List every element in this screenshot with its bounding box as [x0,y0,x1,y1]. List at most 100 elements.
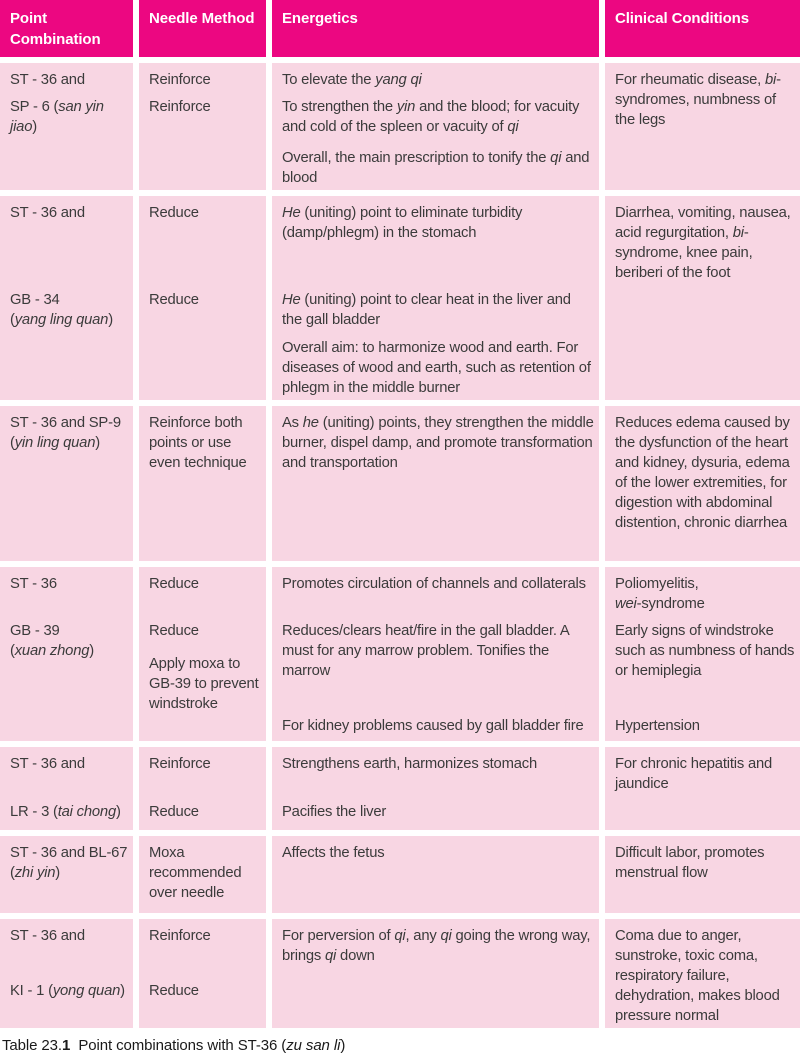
cell-paragraph: (xuan zhong) [10,643,94,659]
table-cell: Reinforce Reduce [139,919,266,1028]
cell-paragraph: Overall aim: to harmonize wood and earth… [282,340,591,396]
italic-term: qi [507,119,519,135]
italic-term: san yin jiao [10,99,104,135]
header-cell-energetics: Energetics [272,0,599,57]
header-cell-needle-method: Needle Method [139,0,266,57]
table-cell: Promotes circulation of channels and col… [272,567,599,741]
table-cell: He (uniting) point to eliminate turbidit… [272,196,599,400]
cell-paragraph: Reinforce [149,99,211,115]
cell-paragraph: He (uniting) point to clear heat in the … [282,292,571,328]
cell-paragraph: ST - 36 and [10,205,85,221]
table-cell: ST - 36 and BL-67 (zhi yin) [0,836,133,913]
italic-term: zhi yin [14,865,56,881]
italic-term: yong quan [52,983,121,999]
table-caption: Table 23.1 Point combinations with ST-36… [2,1037,346,1054]
cell-paragraph: ST - 36 and [10,756,85,772]
italic-term: zu san li [286,1037,341,1054]
cell-paragraph: Reinforce [149,72,211,88]
cell-paragraph: Reinforce both points or use even techni… [149,415,247,471]
table-cell: ST - 36 and KI - 1 (yong quan) [0,919,133,1028]
table-body: ST - 36 and SP - 6 (san yin jiao) Reinforc… [0,63,800,1028]
cell-paragraph: Strengthens earth, harmonizes stomach [282,756,537,772]
cell-paragraph: Reinforce [149,928,211,944]
cell-paragraph: SP - 6 (san yin jiao) [10,99,104,135]
cell-paragraph: Overall, the main prescription to tonify… [282,150,590,186]
table-cell: Reinforce Reinforce [139,63,266,190]
italic-term: yin ling quan [14,435,96,451]
italic-term: He [282,205,301,221]
header-cell-point-combination: Point Combination [0,0,133,57]
cell-paragraph: Poliomyelitis, [615,576,699,592]
table-cell: For chronic hepatitis and jaundice [605,747,800,830]
cell-paragraph: As he (uniting) points, they strengthen … [282,415,594,471]
table-header-row: Point Combination Needle Method Energeti… [0,0,800,57]
cell-paragraph: Difficult labor, promotes menstrual flow [615,845,765,881]
italic-term: qi [440,928,452,944]
cell-paragraph: Reduces edema caused by the dysfunction … [615,415,790,531]
table-row: ST - 36 and SP-9 (yin ling quan) Reinforce… [0,406,800,561]
cell-paragraph: To elevate the yang qi [282,72,422,88]
cell-paragraph: Promotes circulation of channels and col… [282,576,586,592]
cell-paragraph: Hypertension [615,718,700,734]
table-cell: Moxa recommended over needle [139,836,266,913]
italic-term: tai chong [57,804,116,820]
table-cell: ST - 36 and LR - 3 (tai chong) [0,747,133,830]
table-row: ST - 36 and SP - 6 (san yin jiao) Reinforc… [0,63,800,190]
table-cell: Reduce Reduce Apply moxa to GB-39 to preve… [139,567,266,741]
cell-paragraph: Affects the fetus [282,845,385,861]
table-cell: Strengthens earth, harmonizes stomach Pac… [272,747,599,830]
cell-paragraph: Apply moxa to GB-39 to prevent windstrok… [149,656,259,712]
cell-paragraph: Pacifies the liver [282,804,387,820]
cell-paragraph: ST - 36 and SP-9 [10,415,121,431]
cell-paragraph: Reduce [149,804,199,820]
table-cell: ST - 36 and SP-9 (yin ling quan) [0,406,133,561]
cell-paragraph: Reduces/clears heat/fire in the gall bla… [282,623,569,679]
table-cell: For rheumatic disease, bi-syndromes, num… [605,63,800,190]
cell-paragraph: For perversion of qi, any qi going the w… [282,928,591,964]
table-cell: Reduce Reduce [139,196,266,400]
italic-term: yang qi [375,72,422,88]
table-cell: ST - 36 GB - 39 (xuan zhong) [0,567,133,741]
italic-term: yang ling quan [14,312,109,328]
table-row: ST - 36 and BL-67 (zhi yin) Moxa recommend… [0,836,800,913]
cell-paragraph: Reduce [149,576,199,592]
italic-term: wei [615,596,637,612]
cell-paragraph: (yin ling quan) [10,435,100,451]
bold-term: 1 [61,1037,71,1054]
table-cell: For perversion of qi, any qi going the w… [272,919,599,1028]
table-cell: ST - 36 and SP - 6 (san yin jiao) [0,63,133,190]
cell-paragraph: For kidney problems caused by gall bladd… [282,718,584,734]
cell-paragraph: LR - 3 (tai chong) [10,804,121,820]
table-cell: Poliomyelitis, wei-syndrome Early signs of… [605,567,800,741]
cell-paragraph: Reduce [149,623,199,639]
cell-paragraph: Coma due to anger, sunstroke, toxic coma… [615,928,780,1024]
table-cell: Coma due to anger, sunstroke, toxic coma… [605,919,800,1028]
table-row: ST - 36 and LR - 3 (tai chong) Reinforce Re… [0,747,800,830]
italic-term: He [282,292,301,308]
italic-term: qi [325,948,337,964]
cell-paragraph: Moxa recommended over needle [149,845,242,901]
table-cell: Reinforce both points or use even techni… [139,406,266,561]
cell-paragraph: KI - 1 (yong quan) [10,983,125,999]
cell-paragraph: He (uniting) point to eliminate turbidit… [282,205,523,241]
table-cell: ST - 36 and GB - 34 (yang ling quan) [0,196,133,400]
italic-term: qi [394,928,406,944]
table-row: ST - 36 and GB - 34 (yang ling quan) Reduce… [0,196,800,400]
table-row: ST - 36 and KI - 1 (yong quan) Reinforce Re… [0,919,800,1028]
table-row: ST - 36 GB - 39 (xuan zhong) Reduce Reduce Ap… [0,567,800,741]
cell-paragraph: Reduce [149,205,199,221]
table-cell: To elevate the yang qi To strengthen the … [272,63,599,190]
table-cell: As he (uniting) points, they strengthen … [272,406,599,561]
cell-paragraph: wei-syndrome [615,596,705,612]
cell-paragraph: ST - 36 and BL-67 [10,845,128,861]
italic-term: he [302,415,319,431]
cell-paragraph: GB - 39 [10,623,60,639]
italic-term: bi [732,225,744,241]
italic-term: yin [396,99,416,115]
table-cell: Diarrhea, vomiting, nausea, acid regurgi… [605,196,800,400]
cell-paragraph: (zhi yin) [10,865,61,881]
table-cell: Reinforce Reduce [139,747,266,830]
cell-paragraph: GB - 34 [10,292,60,308]
italic-term: qi [550,150,562,166]
